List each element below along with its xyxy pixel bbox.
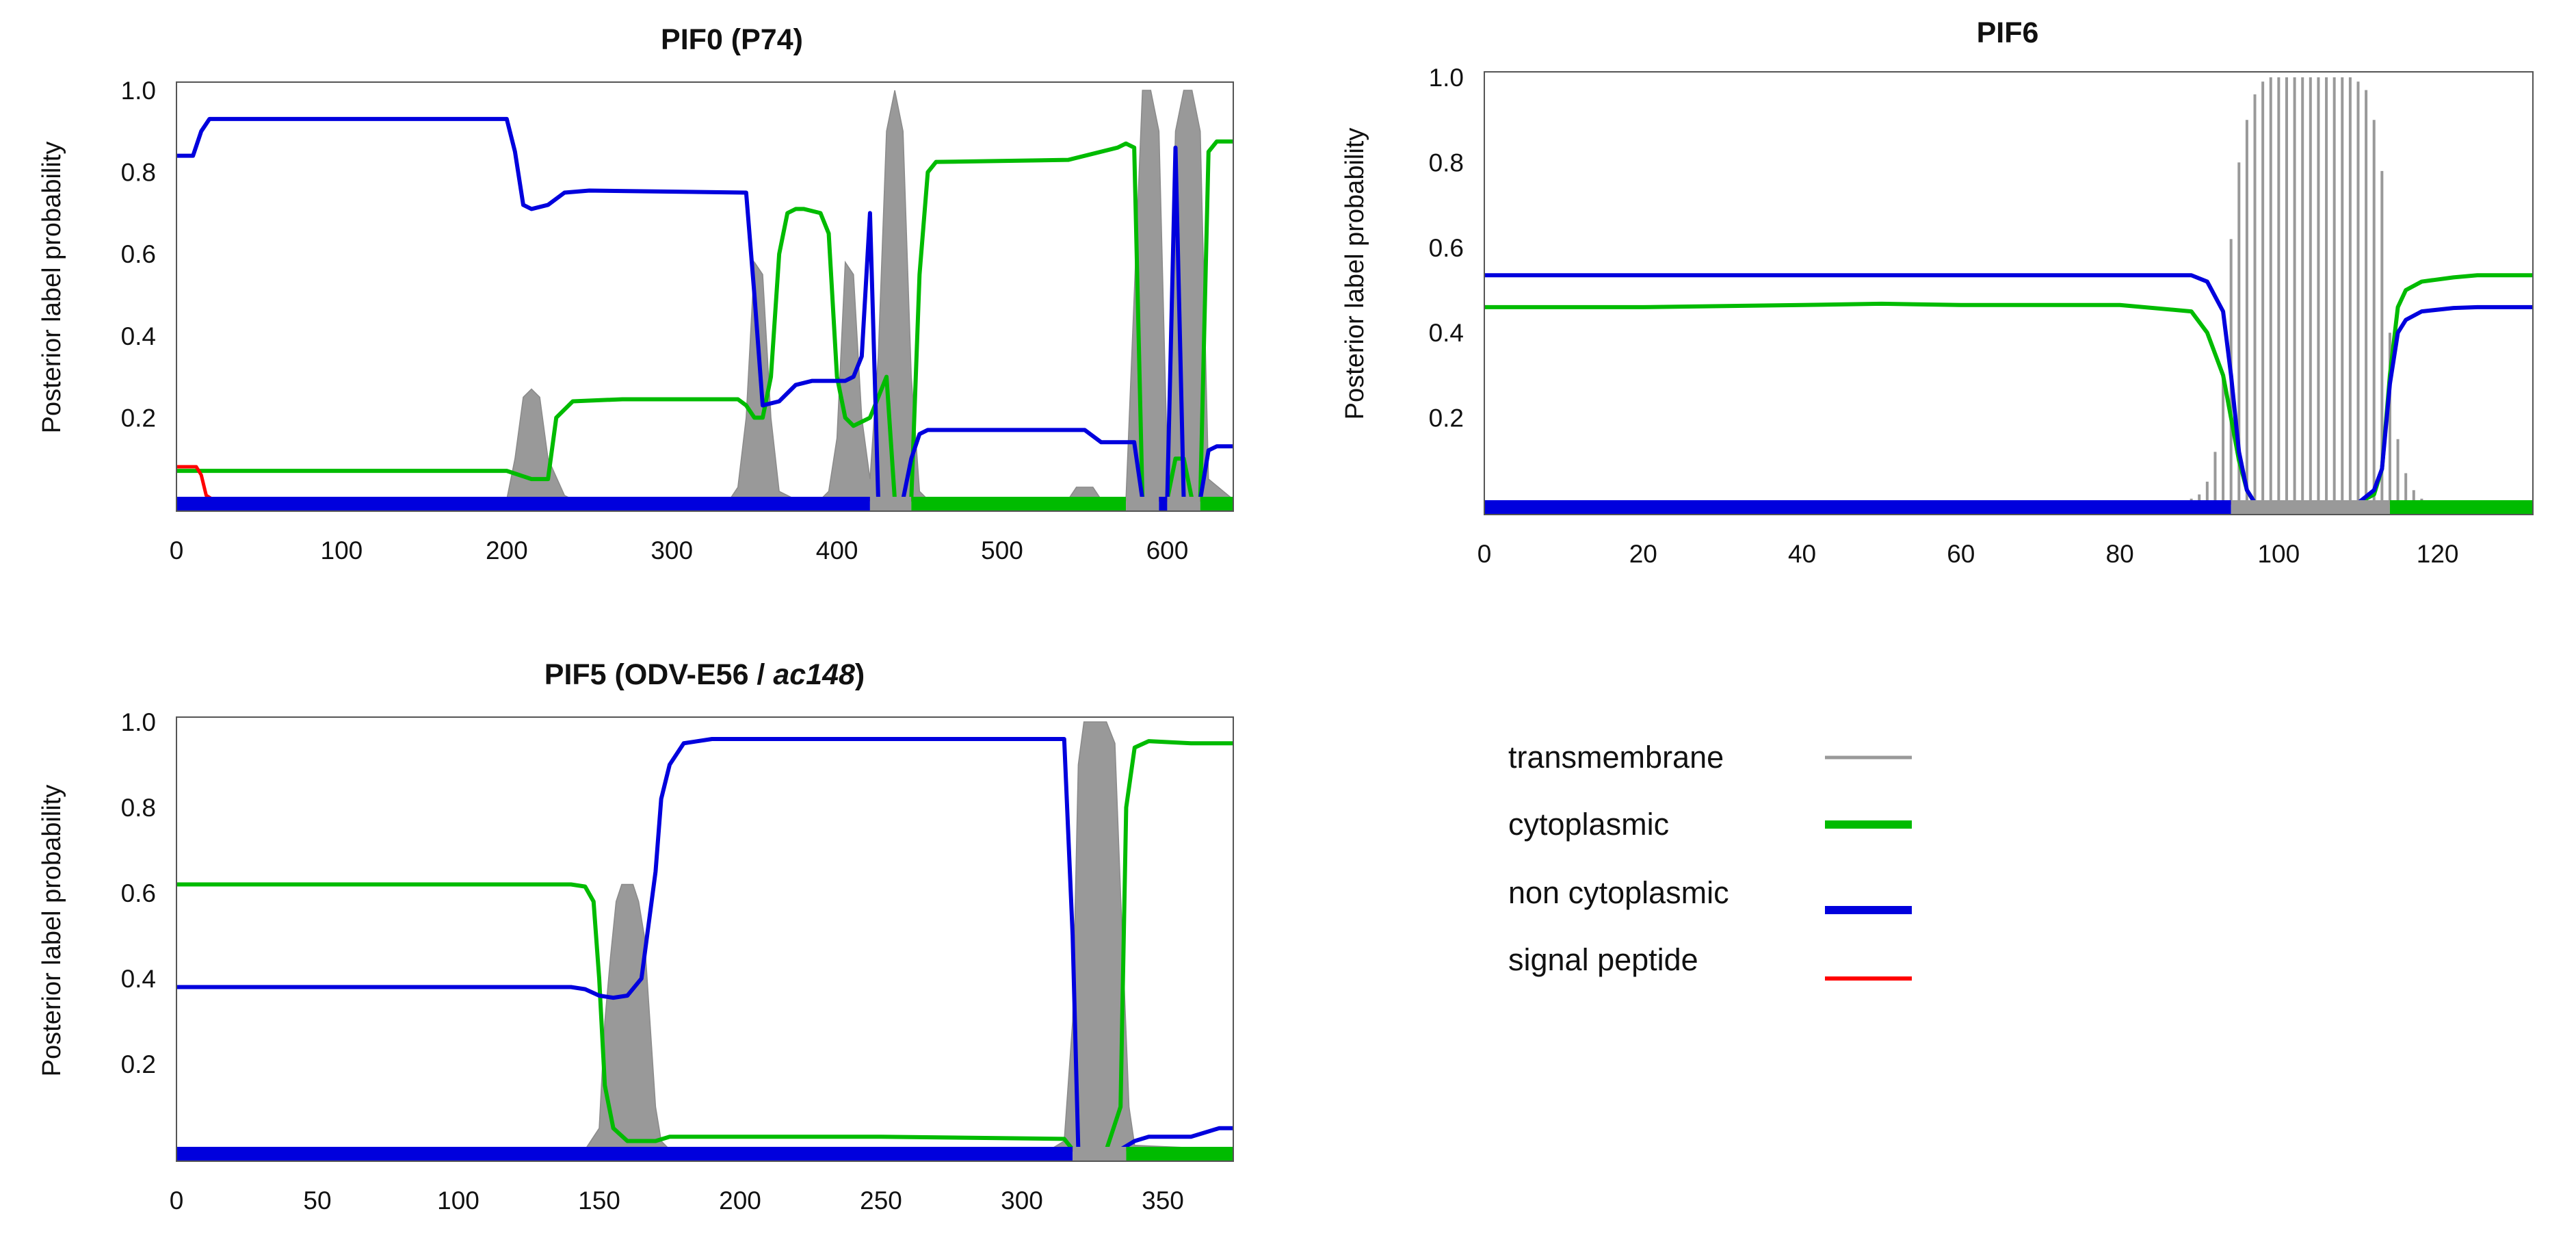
pif6-series-group [1484,77,2533,515]
pif0-topology-bar [176,497,1233,511]
pif6-y-tick-label: 1.0 [1429,64,1464,92]
pif5-x-tick-label: 150 [578,1187,620,1215]
pif0-topology-segment-non-cytoplasmic [1159,497,1168,511]
pif5-title-main: PIF5 (ODV-E56 / [544,658,774,691]
pif5-y-axis-label: Posterior label probability [38,785,66,1077]
pif5-x-tick-label: 250 [860,1187,902,1215]
pif5-x-tick-label: 0 [170,1187,184,1215]
pif6-x-tick-label: 60 [1947,540,1975,568]
pif6-plot-frame [1484,71,2534,515]
pif0-x-tick-label: 600 [1146,536,1189,565]
pif0-y-tick-label: 0.8 [121,159,156,187]
pif6-y-tick-label: 0.6 [1429,234,1464,262]
pif5-plot-area: 0.2 0.4 0.6 0.8 1.0 0 50 100 150 200 250 300 350 [121,708,1234,1215]
pif0-y-axis-label: Posterior label probability [38,142,66,434]
pif0-x-tick-label: 200 [486,536,528,565]
pif6-y-tick-label: 0.2 [1429,404,1464,432]
pif6-x-tick-label: 0 [1477,540,1492,568]
pif5-topology-segment-transmembrane [1073,1147,1127,1161]
pif0-topology-segment-non-cytoplasmic [176,497,870,511]
pif5-title-end: ) [855,658,865,691]
pif5-series-group [176,721,1233,1161]
pif6-x-tick-label: 40 [1788,540,1816,568]
legend-label-signal-peptide: signal peptide [1508,942,1698,977]
pif6-x-tick-label: 120 [2417,540,2459,568]
pif6-y-tick-label: 0.4 [1429,319,1464,347]
pif6-plot-area: 0.2 0.4 0.6 0.8 1.0 0 20 40 60 80 100 120 [1429,64,2534,568]
pif6-topology-bar [1484,500,2533,515]
pif0-series-group [176,90,1233,511]
pif5-series-non-cytoplasmic [176,737,1233,1152]
legend: transmembrane cytoplasmic non cytoplasmi… [1508,740,1912,981]
legend-label-non-cytoplasmic: non cytoplasmic [1508,875,1729,910]
pif6-y-axis-label: Posterior label probability [1341,128,1369,420]
pif0-x-tick-label: 500 [981,536,1023,565]
pif5-x-tick-label: 50 [303,1187,331,1215]
pif0-x-tick-label: 0 [170,536,184,565]
pif5-topology-segment-non-cytoplasmic [176,1147,1073,1161]
pif6-x-tick-label: 20 [1629,540,1657,568]
pif0-topology-segment-transmembrane [1126,497,1159,511]
pif5-y-tick-label: 1.0 [121,708,156,736]
pif5-title: PIF5 (ODV-E56 / ac148) [544,658,865,691]
panel-pif5: PIF5 (ODV-E56 / ac148) Posterior label p… [38,658,1234,1215]
pif0-y-tick-label: 1.0 [121,77,156,105]
pif6-series-non-cytoplasmic [1484,273,2533,505]
pif0-y-tick-label: 0.6 [121,240,156,268]
pif6-series-transmembrane [2190,77,2423,503]
legend-label-cytoplasmic: cytoplasmic [1508,807,1669,842]
pif0-y-tick-label: 0.4 [121,322,156,350]
pif6-topology-segment-cytoplasmic [2389,500,2533,515]
pif5-topology-bar [176,1147,1233,1161]
pif5-series-cytoplasmic [176,739,1233,1152]
pif0-plot-area: 0.2 0.4 0.6 0.8 1.0 0 100 200 300 400 500 600 [121,77,1234,565]
pif6-x-tick-label: 100 [2257,540,2300,568]
pif0-topology-segment-transmembrane [869,497,912,511]
pif6-y-tick-label: 0.8 [1429,148,1464,177]
pif0-x-tick-label: 300 [650,536,693,565]
pif5-x-tick-label: 350 [1142,1187,1184,1215]
pif6-title: PIF6 [1977,16,2039,49]
legend-label-transmembrane: transmembrane [1508,740,1724,775]
pif0-plot-frame [176,81,1234,512]
pif0-x-tick-label: 400 [816,536,858,565]
pif0-topology-segment-cytoplasmic [1200,497,1233,511]
pif0-y-tick-label: 0.2 [121,404,156,432]
pif5-title-italic: ac148 [773,658,855,691]
pif0-series-transmembrane [176,90,1233,500]
pif5-topology-segment-cytoplasmic [1126,1147,1233,1161]
pif5-plot-frame [176,716,1234,1162]
pif0-title: PIF0 (P74) [661,23,803,56]
panel-pif6: PIF6 Posterior label probability 0.20.40… [1341,16,2534,568]
pif0-series-non-cytoplasmic [176,116,1233,502]
pif0-series-cytoplasmic [176,139,1233,502]
pif0-x-tick-label: 100 [321,536,363,565]
pif6-x-tick-label: 80 [2106,540,2134,568]
pif5-x-tick-label: 200 [719,1187,761,1215]
pif6-topology-segment-transmembrane [2231,500,2390,515]
pif5-y-tick-label: 0.2 [121,1050,156,1078]
pif5-x-tick-label: 300 [1001,1187,1043,1215]
pif5-y-tick-label: 0.8 [121,794,156,822]
pif0-topology-segment-cytoplasmic [911,497,1127,511]
panel-pif0: PIF0 (P74) Posterior label probability 0… [38,23,1234,565]
pif6-series-cytoplasmic [1484,273,2533,505]
pif0-topology-segment-transmembrane [1167,497,1200,511]
pif5-x-tick-label: 100 [437,1187,479,1215]
pif6-topology-segment-non-cytoplasmic [1484,500,2231,515]
pif5-y-tick-label: 0.6 [121,879,156,907]
pif5-y-tick-label: 0.4 [121,965,156,993]
